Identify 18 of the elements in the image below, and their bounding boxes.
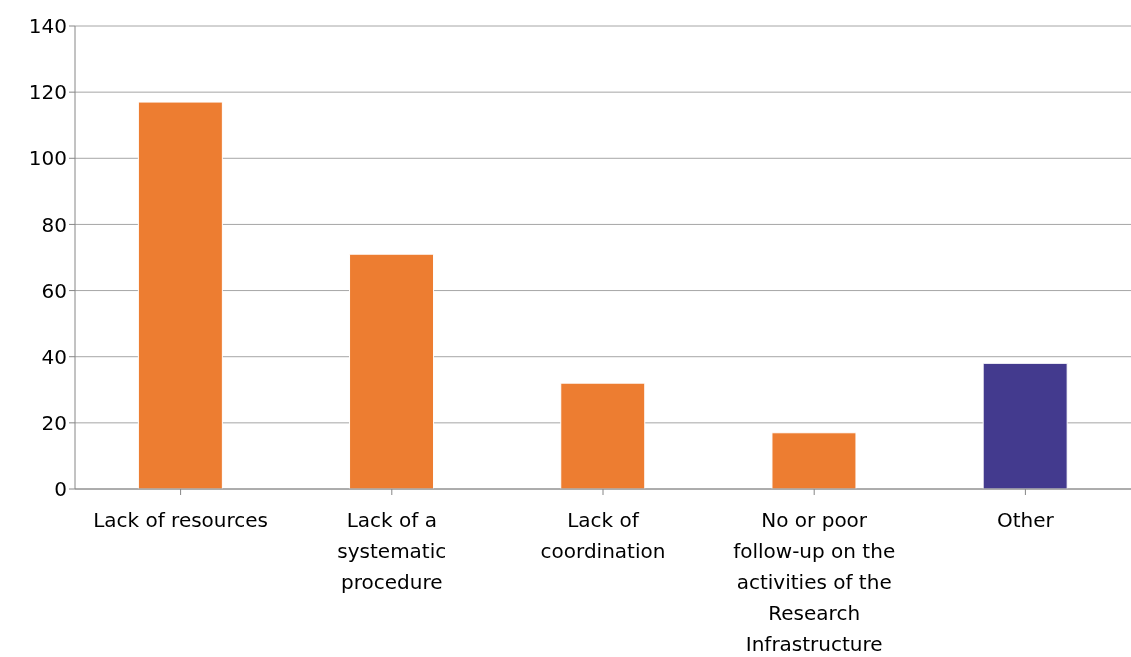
- bar: [560, 382, 646, 489]
- y-tick-label: 120: [28, 80, 67, 105]
- x-tick-label: Lack of coordination: [540, 508, 666, 563]
- bar: [771, 432, 857, 489]
- x-tick-label: Lack of a systematic procedure: [337, 508, 447, 594]
- y-tick-label: 60: [41, 278, 67, 303]
- bar: [982, 362, 1068, 489]
- bar: [349, 253, 435, 489]
- x-tick-label: Lack of resources: [93, 508, 269, 532]
- y-tick-label: 100: [28, 146, 67, 171]
- x-tick-label: Other: [997, 508, 1055, 532]
- y-tick-label: 40: [41, 344, 67, 369]
- bar: [137, 101, 223, 489]
- y-tick-label: 140: [28, 14, 67, 39]
- y-tick-label: 20: [41, 410, 67, 435]
- y-tick-label: 80: [41, 212, 67, 237]
- x-tick-label: No or poor follow-up on the activities of the Research Infrastructure: [733, 508, 896, 656]
- y-tick-label: 0: [54, 477, 67, 502]
